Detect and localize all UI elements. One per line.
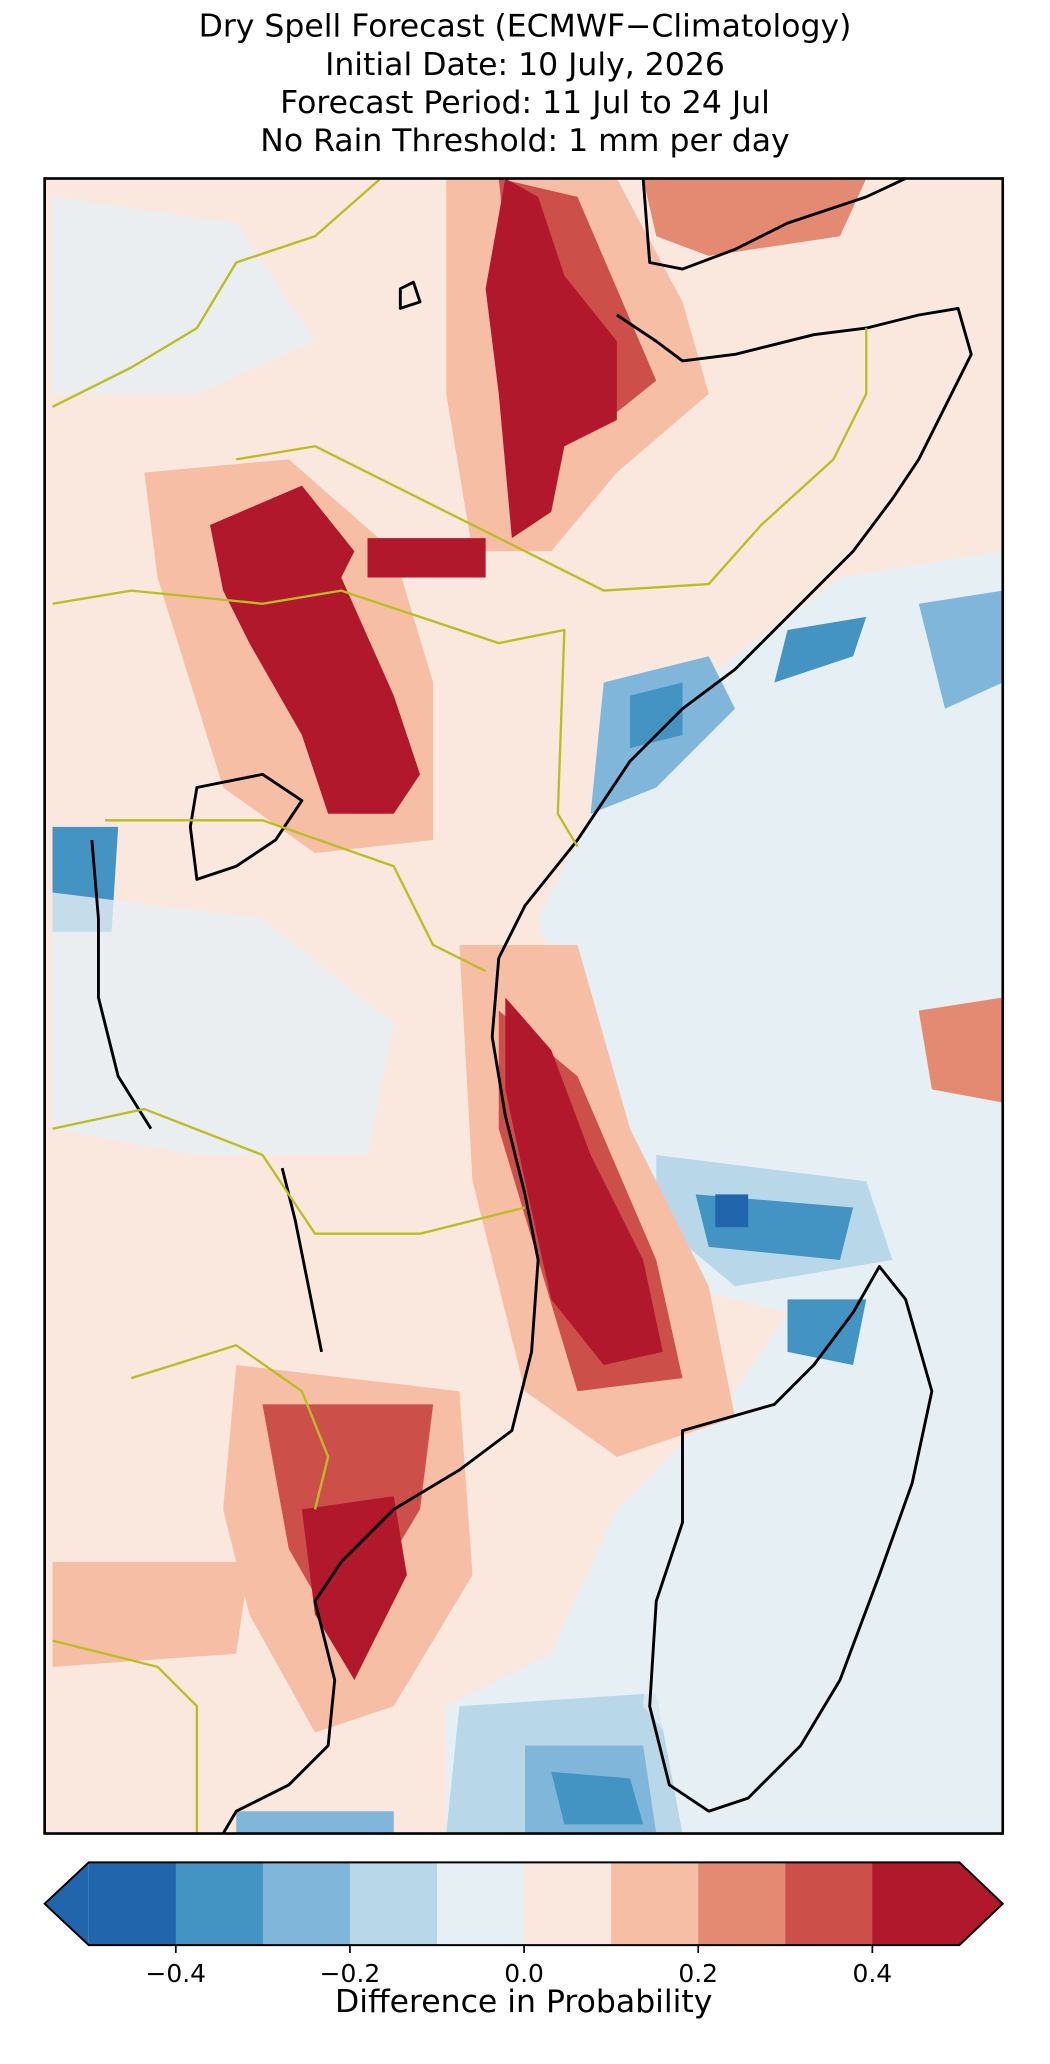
map-frame xyxy=(43,177,1005,1835)
colorbar-bin xyxy=(524,1862,612,1946)
border xyxy=(52,1107,526,1235)
title-block: Dry Spell Forecast (ECMWF−Climatology)In… xyxy=(199,9,852,159)
colorbar-bin xyxy=(437,1862,525,1946)
border xyxy=(105,819,487,973)
anomaly-patch xyxy=(505,997,663,1365)
lake xyxy=(398,280,422,310)
anomaly-patch xyxy=(918,590,1003,709)
colorbar-outline xyxy=(43,1861,1005,1947)
anomaly-patch xyxy=(715,1194,749,1228)
title-line: Initial Date: 10 July, 2026 xyxy=(325,47,725,83)
colorbar-bin xyxy=(349,1862,438,1946)
coastline xyxy=(641,178,907,271)
anomaly-patch xyxy=(629,682,683,749)
colorbar-bin xyxy=(88,1862,177,1946)
madagascar xyxy=(648,1265,934,1813)
anomaly-patch xyxy=(918,997,1003,1103)
anomaly-patch xyxy=(787,1299,867,1365)
colorbar-extend-max xyxy=(959,1862,1003,1946)
title-line: Forecast Period: 11 Jul to 24 Jul xyxy=(280,85,770,121)
colorbar-tick-label: 0.4 xyxy=(853,1959,893,1988)
colorbar-tick-label: −0.2 xyxy=(320,1959,381,1988)
anomaly-patch xyxy=(643,1417,919,1785)
anomaly-patch xyxy=(485,178,617,539)
anomaly-patch xyxy=(210,485,421,814)
colorbar-label: Difference in Probability xyxy=(335,1984,712,2020)
colorbar-tick-label: 0.0 xyxy=(504,1959,544,1988)
map xyxy=(44,178,1003,1834)
coastline xyxy=(221,306,973,1834)
border xyxy=(52,1639,199,1834)
colorbar-bin xyxy=(611,1862,699,1946)
anomaly-patch xyxy=(551,1771,644,1825)
anomaly-patch xyxy=(367,538,486,578)
anomaly-patch xyxy=(52,196,316,394)
anomaly-patch xyxy=(236,1811,394,1834)
colorbar-extend-min xyxy=(44,1862,89,1946)
anomaly-patch xyxy=(301,1496,407,1680)
lake xyxy=(90,839,153,1130)
colorbar-bin xyxy=(872,1862,961,1946)
colorbar-tick-label: 0.2 xyxy=(678,1959,718,1988)
anomaly-patch xyxy=(52,892,394,1155)
title-line: Dry Spell Forecast (ECMWF−Climatology) xyxy=(199,9,852,45)
colorbar-bin xyxy=(262,1862,351,1946)
colorbar: −0.4 −0.2 0.0 0.2 0.4 Difference in Probabili… xyxy=(43,1861,1005,2020)
colorbar-bin xyxy=(175,1862,264,1946)
border xyxy=(130,1344,330,1510)
anomaly-patch xyxy=(774,616,867,683)
colorbar-tick-label: −0.4 xyxy=(146,1959,207,1988)
border xyxy=(236,328,868,592)
lake xyxy=(188,772,304,881)
colorbar-bin xyxy=(698,1862,786,1946)
border xyxy=(51,178,382,408)
colorbar-bin xyxy=(785,1862,874,1946)
title-line: No Rain Threshold: 1 mm per day xyxy=(260,123,789,159)
anomaly-patch xyxy=(52,1561,250,1667)
border xyxy=(52,589,579,848)
anomaly-patch xyxy=(643,178,867,256)
